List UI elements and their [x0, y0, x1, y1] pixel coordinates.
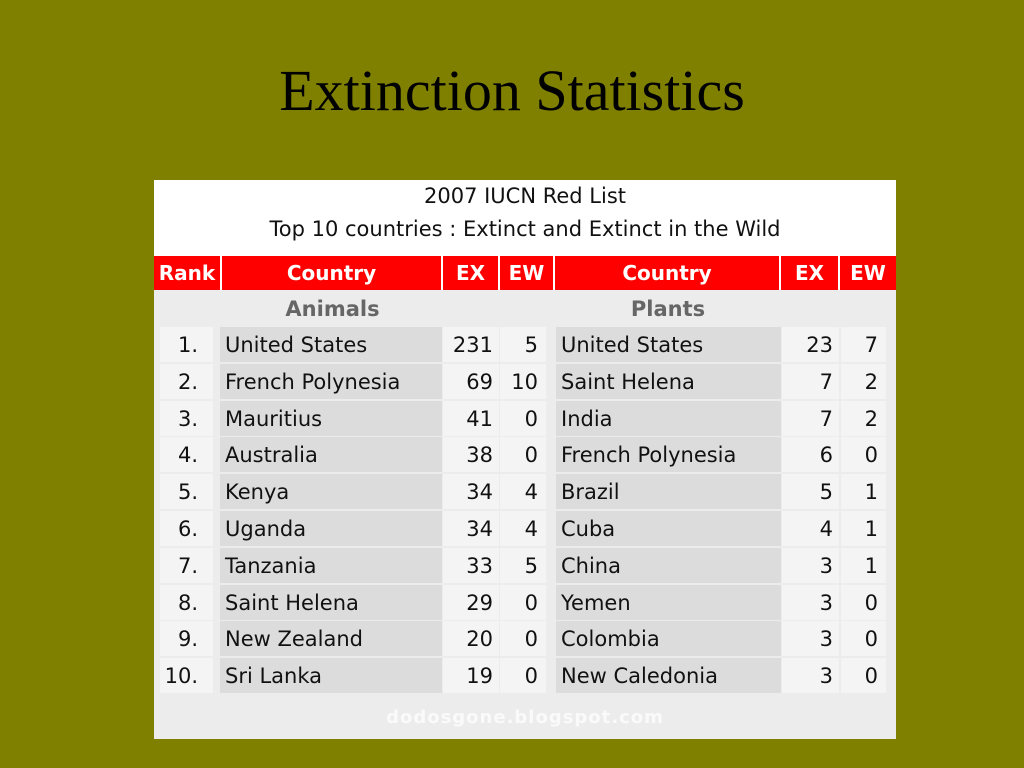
header-ew-plants: EW — [840, 256, 896, 290]
plant-country-cell: Colombia — [556, 621, 781, 656]
animal-country-cell: Saint Helena — [220, 585, 442, 620]
slide-title: Extinction Statistics — [279, 58, 745, 123]
plant-ex-cell: 7 — [782, 364, 839, 399]
plant-ew-cell: 1 — [841, 548, 886, 583]
plant-ew-cell: 0 — [841, 585, 886, 620]
animal-country-cell: Uganda — [220, 511, 442, 546]
animal-ex-cell: 34 — [443, 474, 499, 509]
plant-country-cell: Saint Helena — [556, 364, 781, 399]
rank-cell: 10. — [160, 658, 213, 693]
plant-country-cell: New Caledonia — [556, 658, 781, 693]
plant-ex-cell: 3 — [782, 621, 839, 656]
animal-ex-cell: 38 — [443, 437, 499, 472]
plant-ex-cell: 5 — [782, 474, 839, 509]
plant-country-cell: Cuba — [556, 511, 781, 546]
animal-ew-cell: 0 — [500, 401, 546, 436]
animal-country-cell: Mauritius — [220, 401, 442, 436]
rank-cell: 4. — [160, 437, 213, 472]
header-ew-animals: EW — [500, 256, 555, 290]
animal-ew-cell: 0 — [500, 585, 546, 620]
plant-country-cell: French Polynesia — [556, 437, 781, 472]
plant-ex-cell: 6 — [782, 437, 839, 472]
animal-ew-cell: 4 — [500, 511, 546, 546]
animal-ex-cell: 19 — [443, 658, 499, 693]
plant-country-cell: China — [556, 548, 781, 583]
plant-ew-cell: 0 — [841, 437, 886, 472]
rank-cell: 9. — [160, 621, 213, 656]
animal-country-cell: Sri Lanka — [220, 658, 442, 693]
animal-country-cell: Kenya — [220, 474, 442, 509]
plant-country-cell: India — [556, 401, 781, 436]
animal-ex-cell: 41 — [443, 401, 499, 436]
plant-ex-cell: 7 — [782, 401, 839, 436]
animal-ew-cell: 5 — [500, 548, 546, 583]
animal-ew-cell: 10 — [500, 364, 546, 399]
plant-ex-cell: 23 — [782, 327, 839, 362]
animal-ew-cell: 0 — [500, 621, 546, 656]
header-ex-animals: EX — [443, 256, 500, 290]
animal-country-cell: Australia — [220, 437, 442, 472]
animal-ew-cell: 0 — [500, 437, 546, 472]
animal-country-cell: United States — [220, 327, 442, 362]
animal-ex-cell: 231 — [443, 327, 499, 362]
red-list-table: 2007 IUCN Red List Top 10 countries : Ex… — [154, 180, 896, 739]
plant-ex-cell: 3 — [782, 585, 839, 620]
animal-country-cell: New Zealand — [220, 621, 442, 656]
watermark: dodosgone.blogspot.com — [386, 707, 664, 728]
table-caption: 2007 IUCN Red List Top 10 countries : Ex… — [154, 180, 896, 256]
animal-ex-cell: 69 — [443, 364, 499, 399]
animal-country-cell: Tanzania — [220, 548, 442, 583]
header-country-animals: Country — [222, 256, 443, 290]
rank-cell: 3. — [160, 401, 213, 436]
plant-country-cell: Brazil — [556, 474, 781, 509]
rank-cell: 8. — [160, 585, 213, 620]
plant-country-cell: United States — [556, 327, 781, 362]
header-ex-plants: EX — [781, 256, 840, 290]
rank-cell: 7. — [160, 548, 213, 583]
plant-ew-cell: 1 — [841, 474, 886, 509]
animal-ew-cell: 5 — [500, 327, 546, 362]
animal-ew-cell: 4 — [500, 474, 546, 509]
animal-ex-cell: 29 — [443, 585, 499, 620]
animal-country-cell: French Polynesia — [220, 364, 442, 399]
section-plants: Plants — [630, 297, 706, 321]
animal-ex-cell: 20 — [443, 621, 499, 656]
plant-ew-cell: 0 — [841, 658, 886, 693]
caption-line-1: 2007 IUCN Red List — [423, 184, 626, 208]
animal-ex-cell: 33 — [443, 548, 499, 583]
header-rank: Rank — [154, 256, 222, 290]
plant-country-cell: Yemen — [556, 585, 781, 620]
rank-cell: 2. — [160, 364, 213, 399]
header-country-plants: Country — [555, 256, 781, 290]
plant-ex-cell: 4 — [782, 511, 839, 546]
plant-ew-cell: 2 — [841, 364, 886, 399]
rank-cell: 1. — [160, 327, 213, 362]
plant-ew-cell: 0 — [841, 621, 886, 656]
animal-ew-cell: 0 — [500, 658, 546, 693]
section-animals: Animals — [285, 297, 380, 321]
plant-ex-cell: 3 — [782, 658, 839, 693]
caption-line-2: Top 10 countries : Extinct and Extinct i… — [269, 217, 781, 241]
plant-ew-cell: 7 — [841, 327, 886, 362]
rank-cell: 5. — [160, 474, 213, 509]
rank-cell: 6. — [160, 511, 213, 546]
plant-ex-cell: 3 — [782, 548, 839, 583]
plant-ew-cell: 2 — [841, 401, 886, 436]
animal-ex-cell: 34 — [443, 511, 499, 546]
plant-ew-cell: 1 — [841, 511, 886, 546]
